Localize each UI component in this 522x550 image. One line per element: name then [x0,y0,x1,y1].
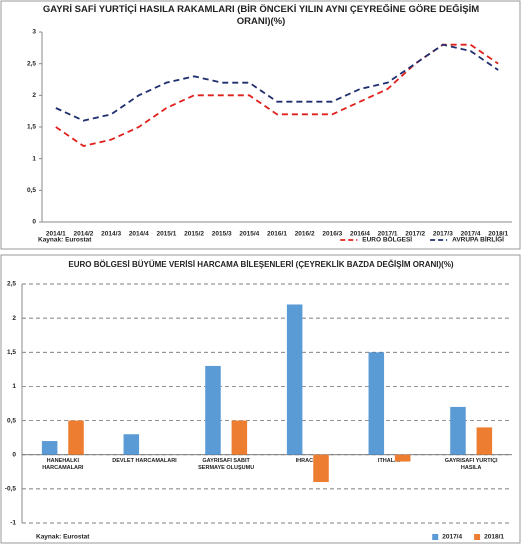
x-tick-label: 2014/1 [46,231,66,238]
bar [231,420,248,455]
chart-title: GAYRİ SAFİ YURTİÇİ HASILA RAKAMLARI (BİR… [42,4,480,27]
bar [313,454,329,483]
y-tick-label: 2 [12,315,16,322]
y-tick-label: 0,5 [7,417,16,424]
x-tick-label: 2017/3 [433,231,453,238]
x-tick-label: İTHALAT [377,457,402,464]
bar [368,352,385,455]
x-tick-label: 2016/3 [322,231,342,238]
x-tick-label: 2015/4 [239,231,259,238]
source: Kaynak: Eurostat [38,237,92,244]
y-tick-label: -1 [10,520,16,527]
bar [450,406,466,455]
x-tick-label: 2016/1 [267,231,287,238]
frame [0,0,521,250]
y-tick-label: 1,5 [7,349,16,356]
bar [123,434,140,455]
x-tick-label: 2015/1 [156,231,176,238]
x-tick-label: DEVLET HARCAMALARI [112,457,177,464]
title-box: EURO BÖLGESİ BÜYÜME VERİSİ HARCAMA BİLEŞ… [68,260,454,269]
x-tick-box: DEVLET HARCAMALARI [112,457,177,464]
y-tick-label: 0 [12,451,16,458]
x-tick-label: 2014/3 [101,231,121,238]
y-tick-label: 2,5 [7,281,16,288]
bar [41,441,58,455]
title-box: GAYRİ SAFİ YURTİÇİ HASILA RAKAMLARI (BİR… [42,4,480,27]
x-tick-box: GAYRİSAFİ SABİT SERMAYE OLUŞUMU [198,457,255,471]
y-tick-label: 3 [32,29,36,36]
legend-swatch [432,534,439,540]
bar [394,454,411,462]
x-tick-box: İTHALAT [377,457,402,464]
x-tick-box: GAYRİSAFİ YURTİÇİ HASILA [444,457,498,471]
x-tick-label: 2018/1 [488,231,508,238]
legend-label: EURO BÖLGESİ [362,235,412,244]
x-tick-label: 2014/4 [129,231,149,238]
y-tick-label: 2 [32,92,36,99]
x-tick-label: HANEHALKI HARCAMALARI [42,457,84,471]
x-tick-label: 2017/4 [461,231,481,238]
legend-label: 2017/4 [442,534,462,541]
frame [0,254,521,544]
bar [476,427,493,455]
x-tick-label: 2016/4 [350,231,370,238]
bar [286,304,303,455]
line [55,43,499,147]
x-tick-label: 2015/3 [212,231,232,238]
x-tick-label: 2016/2 [295,231,315,238]
chart-title: EURO BÖLGESİ BÜYÜME VERİSİ HARCAMA BİLEŞ… [68,260,454,269]
line [55,43,499,122]
y-tick-label: 0 [32,219,36,226]
bar [205,365,221,455]
y-tick-label: 1,5 [27,124,36,131]
legend-label: AVRUPA BİRLİĞİ [452,235,504,244]
x-tick-label: 2017/1 [378,231,398,238]
legend-swatch [474,534,481,540]
x-tick-label: İHRACAT [295,457,320,464]
x-tick-label: GAYRİSAFİ SABİT SERMAYE OLUŞUMU [198,457,255,471]
y-tick-label: 2,5 [27,60,36,67]
legend-label: 2018/1 [484,534,504,541]
y-tick-label: 1 [32,155,36,162]
x-tick-box: HANEHALKI HARCAMALARI [42,457,84,471]
y-tick-label: -0,5 [5,486,17,493]
y-tick-label: 0,5 [27,187,36,194]
x-tick-label: 2015/2 [184,231,204,238]
x-tick-label: 2017/2 [405,231,425,238]
bar [68,420,84,455]
x-tick-label: 2014/2 [74,231,94,238]
source: Kaynak: Eurostat [36,534,90,541]
x-tick-box: İHRACAT [295,457,320,464]
y-tick-label: 1 [12,383,16,390]
x-tick-label: GAYRİSAFİ YURTİÇİ HASILA [444,457,498,471]
